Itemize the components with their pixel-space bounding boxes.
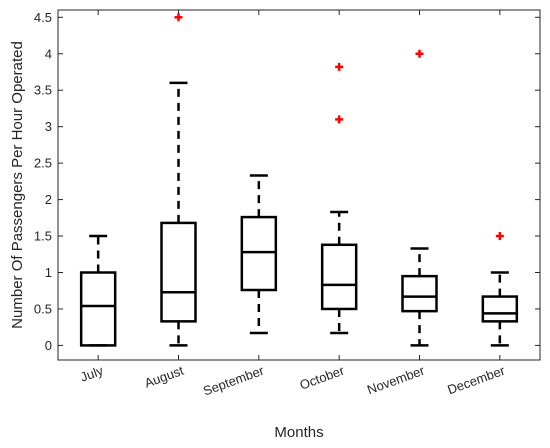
x-tick-label: August [142,363,186,391]
x-tick-label: October [298,362,347,392]
y-tick-label: 4 [45,46,52,61]
y-tick-label: 4.5 [34,10,52,25]
y-tick-label: 2.5 [34,156,52,171]
box-iqr [401,274,438,313]
y-tick-label: 2 [45,192,52,207]
x-tick-label: July [78,363,105,385]
box-july [79,234,117,347]
outlier-marker [335,115,344,124]
x-tick-label: September [201,362,267,398]
box-iqr [79,271,117,347]
x-tick-label: December [445,362,507,397]
x-axis-label: Months [274,424,323,441]
x-tick-label: November [365,362,427,397]
y-tick-label: 1.5 [34,229,52,244]
box-august [160,13,197,347]
box-october [320,62,358,335]
y-tick-label: 1 [45,265,52,280]
box-iqr [160,221,197,323]
y-tick-label: 3.5 [34,83,52,98]
box-iqr [320,243,358,311]
box-september [240,174,278,335]
box-iqr [481,295,519,323]
outlier-marker [495,232,504,241]
y-tick-label: 3 [45,119,52,134]
box-november [401,49,438,347]
box-december [481,232,519,347]
outlier-marker [415,49,424,58]
outlier-marker [174,13,183,22]
plot-area [57,9,541,361]
y-axis: 0 0.5 1 1.5 2 2.5 3 3.5 4 4.5 [34,10,540,353]
outlier-marker [335,62,344,71]
box-iqr [240,215,278,292]
y-tick-label: 0 [45,338,52,353]
boxes-layer [79,13,519,347]
y-tick-label: 0.5 [34,301,52,316]
y-axis-label: Number Of Passengers Per Hour Operated [9,41,26,329]
